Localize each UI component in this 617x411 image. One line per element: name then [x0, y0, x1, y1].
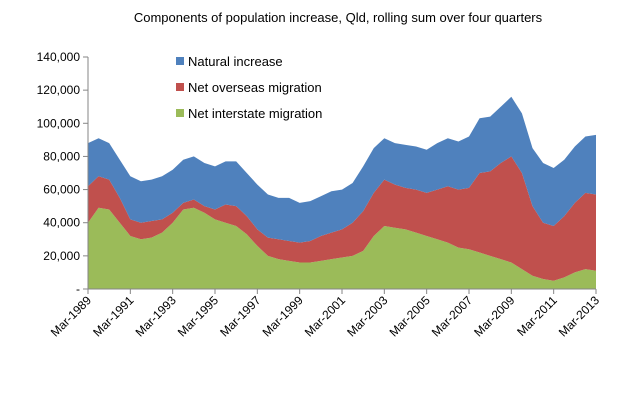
- chart-title: Components of population increase, Qld, …: [134, 10, 543, 25]
- y-tick-label: 80,000: [43, 149, 80, 163]
- area: [88, 96, 596, 243]
- y-tick-label: 100,000: [37, 116, 81, 130]
- area: [88, 156, 596, 281]
- legend-label: Natural increase: [188, 54, 283, 69]
- x-tick-label: Mar-1991: [90, 293, 136, 339]
- y-tick-label: 40,000: [43, 216, 80, 230]
- y-tick-label: -: [76, 282, 80, 296]
- y-tick-label: 60,000: [43, 183, 80, 197]
- y-tick-label: 20,000: [43, 249, 80, 263]
- x-tick-label: Mar-1995: [175, 293, 221, 339]
- legend-swatch: [176, 83, 184, 91]
- x-tick-label: Mar-2001: [302, 293, 348, 339]
- x-tick-label: Mar-2005: [387, 293, 433, 339]
- legend-label: Net interstate migration: [188, 106, 322, 121]
- legend-label: Net overseas migration: [188, 80, 322, 95]
- x-tick-label: Mar-2011: [514, 293, 560, 339]
- y-tick-label: 120,000: [37, 83, 81, 97]
- x-tick-label: Mar-2007: [429, 293, 475, 339]
- legend-swatch: [176, 109, 184, 117]
- x-tick-label: Mar-2003: [344, 293, 390, 339]
- x-tick-label: Mar-2009: [471, 293, 517, 339]
- area: [88, 207, 596, 289]
- x-tick-label: Mar-2013: [556, 293, 602, 339]
- x-tick-label: Mar-1997: [217, 293, 263, 339]
- x-tick-label: Mar-1999: [260, 293, 306, 339]
- x-tick-label: Mar-1993: [133, 293, 179, 339]
- y-tick-label: 140,000: [37, 50, 81, 64]
- legend-swatch: [176, 57, 184, 65]
- x-tick-label: Mar-1989: [48, 293, 94, 339]
